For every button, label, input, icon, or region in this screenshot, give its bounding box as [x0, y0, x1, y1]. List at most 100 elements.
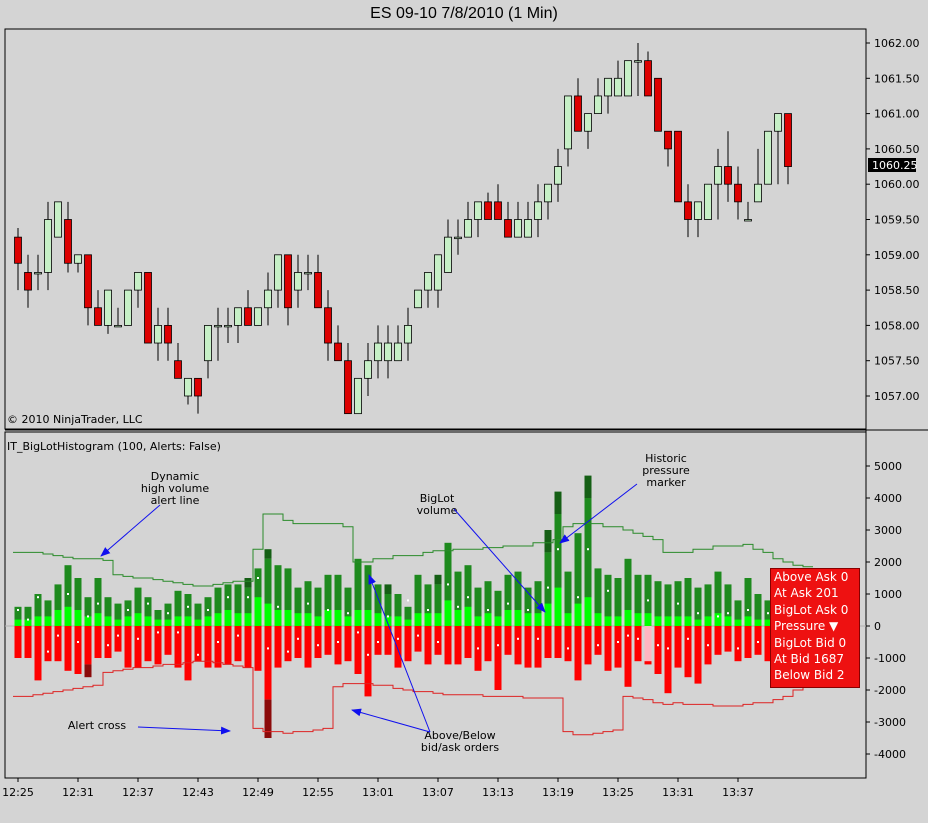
ask-volume-bar: [684, 578, 692, 626]
bid-volume-bar: [564, 626, 572, 662]
candle-down: [504, 219, 512, 238]
candle-down: [244, 307, 252, 326]
pressure-marker: [647, 599, 649, 602]
time-tick-label: 13:01: [362, 786, 394, 799]
bid-volume-bar: [654, 626, 662, 674]
bid-volume-bar: [344, 626, 352, 662]
biglot-ask-bar: [104, 616, 112, 626]
bid-volume-bar: [84, 626, 92, 665]
biglot-ask-bar: [384, 616, 392, 626]
bid-volume-bar: [584, 626, 592, 665]
biglot-ask-bar: [324, 610, 332, 626]
candle-up: [384, 342, 392, 362]
price-tick-label: 1057.50: [874, 355, 920, 368]
ask-volume-bar: [164, 603, 172, 626]
candle-up: [354, 377, 362, 415]
candle-up: [274, 254, 282, 291]
candle-up: [134, 272, 142, 291]
pressure-marker: [67, 593, 69, 595]
annotation-dynamic-line2: high volume: [141, 482, 209, 495]
candle-down: [314, 272, 322, 309]
pressure-marker: [27, 618, 29, 621]
candle-up: [394, 342, 402, 362]
annotation-arrows: [100, 483, 638, 735]
biglot-ask-bar: [484, 613, 492, 626]
ask-volume-bar: [174, 590, 182, 626]
candle-up: [54, 201, 62, 238]
pressure-marker: [97, 602, 99, 605]
candle-up: [614, 77, 622, 97]
last-price-value: 1060.25: [872, 159, 918, 172]
bid-volume-bar: [354, 626, 362, 674]
biglot-ask-bar: [44, 616, 52, 626]
histogram-tick-label: -1000: [874, 652, 906, 665]
ask-volume-bar: [154, 610, 162, 626]
annotation-historic-line2: pressure: [642, 464, 690, 477]
pressure-marker: [667, 647, 669, 650]
biglot-ask-bar: [654, 616, 662, 626]
candle-up: [744, 219, 752, 222]
above-ask-bar: [264, 549, 272, 559]
bid-volume-bar: [594, 626, 602, 655]
candle-up: [34, 272, 42, 275]
candle-down: [194, 377, 202, 397]
bid-volume-bar: [534, 626, 542, 668]
biglot-ask-bar: [414, 613, 422, 626]
candle-up: [214, 324, 222, 328]
biglot-ask-bar: [494, 616, 502, 626]
upper-alert-line: [13, 513, 813, 587]
biglot-ask-bar: [264, 603, 272, 626]
candle-down: [674, 130, 682, 203]
time-tick-label: 13:19: [542, 786, 574, 799]
price-tick-label: 1062.00: [874, 37, 920, 50]
legend-above-ask: Above Ask 0: [774, 570, 849, 584]
annotation-historic-line3: marker: [646, 476, 686, 489]
legend-below-bid: Below Bid 2: [774, 668, 845, 683]
ask-volume-bar: [124, 600, 132, 626]
biglot-ask-bar: [624, 610, 632, 626]
candle-down: [334, 342, 342, 362]
histogram-tick-label: 0: [874, 620, 881, 633]
candle-down: [144, 272, 152, 344]
price-tick-label: 1058.50: [874, 284, 920, 297]
candle-up: [184, 377, 192, 397]
bid-volume-bar: [244, 626, 252, 668]
bid-volume-bar: [484, 626, 492, 662]
candle-up: [234, 307, 242, 326]
candle-up: [774, 113, 782, 132]
ask-volume-bar: [694, 587, 702, 626]
bid-volume-bar: [674, 626, 682, 668]
time-tick-label: 13:07: [422, 786, 454, 799]
candle-up: [254, 307, 262, 326]
arrow-biglot: [453, 508, 546, 613]
pressure-marker: [517, 637, 519, 640]
annotation-dynamic-line3: alert line: [151, 494, 200, 507]
annotation-historic: Historic pressure marker: [642, 452, 690, 489]
biglot-ask-bar: [64, 606, 72, 626]
ask-volume-bar: [474, 587, 482, 626]
candle-up: [364, 360, 372, 379]
ask-volume-bar: [654, 581, 662, 626]
candle-up: [104, 289, 112, 326]
above-ask-bar: [554, 491, 562, 514]
ask-volume-bar: [134, 587, 142, 626]
ask-volume-bar: [604, 574, 612, 626]
pressure-marker: [487, 609, 489, 611]
pressure-marker: [477, 647, 479, 650]
ask-volume-bar: [334, 574, 342, 626]
bid-volume-bar: [104, 626, 112, 658]
bid-volume-bar: [324, 626, 332, 655]
pressure-marker: [537, 637, 539, 640]
bid-volume-bar: [24, 626, 32, 658]
pressure-marker: [287, 650, 289, 653]
biglot-ask-bar: [584, 597, 592, 626]
pressure-marker: [597, 644, 599, 647]
pressure-legend: Above Ask 0 At Ask 201 BigLot Ask 0 Pres…: [770, 568, 860, 688]
ask-volume-bar: [374, 584, 382, 626]
ask-volume-bar: [54, 584, 62, 626]
candle-up: [154, 324, 162, 344]
bid-volume-bar: [44, 626, 52, 662]
ask-volume-bar: [434, 584, 442, 626]
bid-volume-bar: [184, 626, 192, 681]
